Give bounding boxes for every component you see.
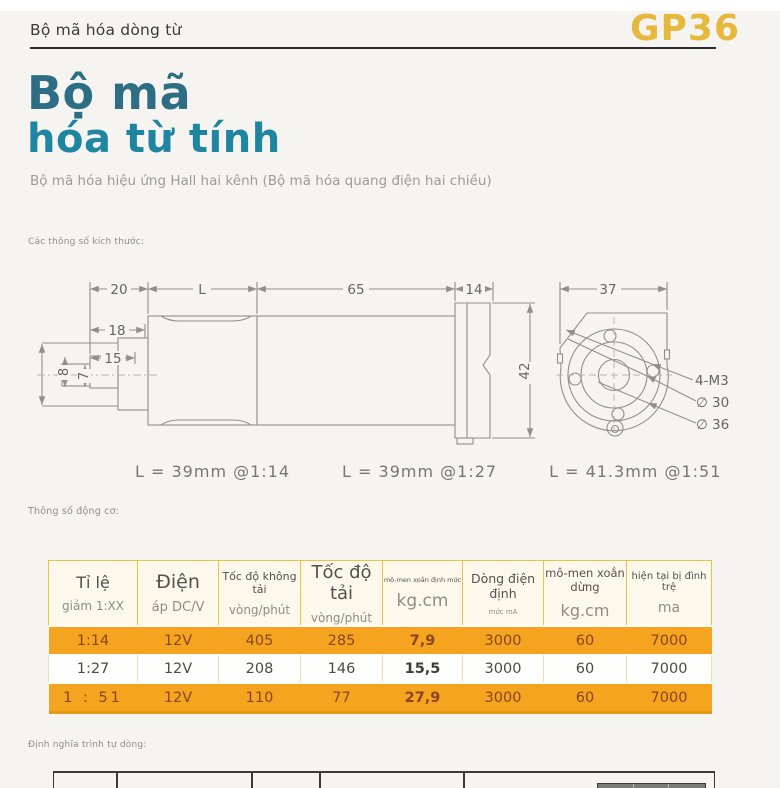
col-header-ratio: Tỉ lệ giảm 1:XX: [48, 560, 138, 627]
spec-row-1-27: 1:27 12V 208 146 15,5 3000 60 7000: [48, 654, 712, 684]
dia36-label: ∅ 36: [696, 417, 729, 433]
spec-row-1-51: 1 : 51 12V 110 77 27,9 3000 60 7000: [48, 682, 712, 714]
seq-table-divider: [251, 773, 253, 788]
col-header-stall-torque: mô-men xoắn dừng kg.cm: [543, 560, 627, 627]
line-sequence-section-label: Định nghĩa trình tự dòng:: [28, 740, 147, 750]
dimension-drawing: 20 L 65 14 18 15 8 7 42: [37, 282, 729, 445]
length-note-3: L = 41.3mm @1:51: [549, 462, 722, 481]
document-title: Bộ mã hóa dòng từ: [30, 21, 182, 39]
dim-14-label: 14: [465, 282, 482, 298]
col-header-rated-current: Dòng điện định mức mA: [462, 560, 544, 627]
motor-specs-section-label: Thông số động cơ:: [28, 506, 120, 517]
mount-holes-label: 4-M3: [695, 373, 729, 389]
motor-spec-table: Tỉ lệ giảm 1:XX Điện áp DC/V Tốc độ không …: [48, 560, 712, 714]
spec-row-1-14: 1:14 12V 405 285 7,9 3000 60 7000: [48, 625, 712, 655]
page-title-line1: Bộ mã: [27, 66, 192, 120]
pinout-grid-divider: [633, 784, 634, 788]
length-note-2: L = 39mm @1:27: [342, 462, 498, 481]
dim-8-label: 8: [57, 368, 72, 376]
side-view: [37, 282, 537, 445]
dim-L-label: L: [198, 282, 206, 298]
pinout-grid-truncated: [597, 783, 706, 788]
page-subtitle: Bộ mã hóa hiệu ứng Hall hai kênh (Bộ mã …: [30, 173, 492, 189]
front-view: [556, 282, 697, 437]
side-view-dim-labels: 20 L 65 14 18 15 8 7 42: [57, 282, 533, 380]
dim-20-label: 20: [110, 282, 127, 298]
seq-table-divider: [319, 773, 321, 788]
col-header-stall-current: hiện tại bị đình trệ ma: [626, 560, 712, 627]
header-rule: [30, 47, 716, 49]
spec-header-row: Tỉ lệ giảm 1:XX Điện áp DC/V Tốc độ không …: [48, 560, 712, 627]
motor-spec-table-wrap: Tỉ lệ giảm 1:XX Điện áp DC/V Tốc độ không …: [48, 560, 712, 714]
brand-logo: GP36: [630, 8, 741, 49]
col-header-load-speed: Tốc độ tải vòng/phút: [300, 560, 383, 627]
dim-37-label: 37: [599, 282, 616, 298]
top-strip: [0, 0, 780, 11]
page-title-line2: hóa từ tính: [27, 116, 281, 162]
col-header-noload-speed: Tốc độ không tải vòng/phút: [218, 560, 301, 627]
seq-table-divider: [116, 773, 118, 788]
line-sequence-table-truncated: [53, 771, 715, 788]
dimensions-section-label: Các thông số kích thước:: [28, 237, 145, 247]
pinout-grid-divider: [668, 784, 669, 788]
front-view-dim-labels: 37 4-M3 ∅ 30 ∅ 36: [599, 282, 729, 433]
dim-15-label: 15: [104, 351, 121, 367]
dim-42-label: 42: [517, 362, 533, 379]
dim-18-label: 18: [108, 323, 125, 339]
dim-65-label: 65: [347, 282, 364, 298]
length-variant-notes: L = 39mm @1:14 L = 39mm @1:27 L = 41.3mm…: [135, 462, 721, 481]
length-note-1: L = 39mm @1:14: [135, 462, 291, 481]
dim-7-label: 7: [77, 372, 92, 380]
seq-table-divider: [463, 773, 465, 788]
dia30-label: ∅ 30: [696, 395, 729, 411]
col-header-voltage: Điện áp DC/V: [137, 560, 219, 627]
col-header-rated-torque: mô-men xoắn định mức kg.cm: [382, 560, 463, 627]
